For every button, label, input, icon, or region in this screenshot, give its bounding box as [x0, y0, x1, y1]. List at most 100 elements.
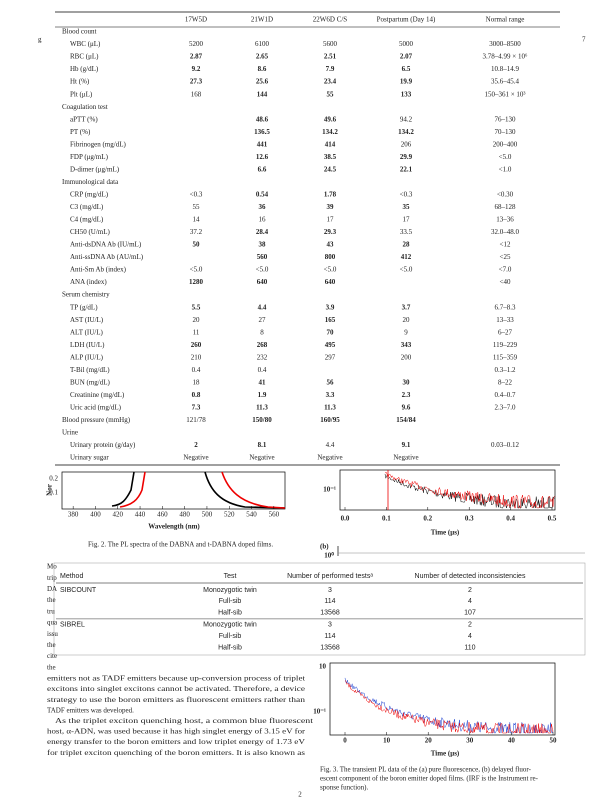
- cell: 27.3: [190, 78, 203, 86]
- body-line: excitons into singlet excitons cannot be…: [47, 685, 305, 693]
- cell: 6.7–8.3: [495, 303, 517, 311]
- page-number: 2: [298, 791, 302, 799]
- cell: 48.6: [256, 115, 269, 123]
- cell: 13568: [320, 609, 340, 616]
- cell: 11.3: [324, 403, 336, 411]
- cell: 6.6: [258, 165, 267, 173]
- cell: <25: [500, 253, 511, 261]
- cell: Negative: [183, 454, 208, 462]
- cell: 3: [328, 622, 332, 629]
- cell: 2.3–7.0: [495, 403, 517, 411]
- cell: 150/80: [252, 416, 272, 424]
- cell: 210: [191, 353, 202, 361]
- row-label: CRP (mg/dL): [70, 190, 109, 198]
- row-label: ALP (IU/L): [70, 353, 104, 361]
- y-tick-label: 0.1: [49, 489, 58, 497]
- cell: 154/84: [396, 416, 416, 424]
- cell: 9.6: [402, 403, 411, 411]
- cell: 28: [403, 241, 411, 249]
- cell: 39: [327, 203, 335, 211]
- row-label: Blood pressure (mmHg): [62, 416, 131, 424]
- cell: 0.54: [256, 190, 269, 198]
- cell: 70: [327, 328, 335, 336]
- row-label: FDP (μg/mL): [70, 153, 109, 161]
- cell: 343: [401, 341, 412, 349]
- cell: 115–359: [493, 353, 518, 361]
- cell: 4.4: [258, 303, 267, 311]
- cell: 200–400: [493, 140, 518, 148]
- cell: <1.0: [499, 165, 512, 173]
- cell: <0.3: [190, 190, 203, 198]
- column-header: 17W5D: [185, 16, 207, 24]
- section-label: Immunological data: [62, 178, 119, 186]
- cell: 13–33: [496, 316, 514, 324]
- section-label: Coagulation test: [62, 103, 108, 111]
- decay-trace: [344, 680, 554, 734]
- cell: 4: [468, 598, 472, 605]
- cell: 36: [259, 203, 267, 211]
- section-label: Blood count: [62, 28, 96, 36]
- cell: 17: [403, 216, 411, 224]
- cell: 640: [325, 278, 336, 286]
- row-label: aPTT (%): [70, 115, 98, 123]
- cell: 20: [193, 316, 201, 324]
- y-tick-label: 0.2: [49, 475, 58, 483]
- cell: 37.2: [190, 228, 203, 236]
- cell: 41: [259, 378, 267, 386]
- cell: Negative: [317, 454, 342, 462]
- cell: 0.4: [192, 366, 201, 374]
- body-line: for triplet exciton quenching of the bor…: [47, 749, 305, 757]
- cell: 94.2: [400, 115, 413, 123]
- fig3-frame: [329, 662, 556, 736]
- cell: 70–130: [495, 128, 517, 136]
- cell: 12.6: [256, 153, 269, 161]
- cell: 14: [193, 216, 201, 224]
- cell: 495: [325, 341, 336, 349]
- row-label: Ht (%): [70, 78, 90, 86]
- row-label: AST (IU/L): [70, 316, 104, 324]
- row-label: TP (g/dL): [70, 303, 98, 311]
- x-tick-label: 0.0: [341, 515, 350, 523]
- x-tick-label: 0.4: [506, 515, 515, 523]
- section-label: Urine: [62, 429, 78, 437]
- cell: 29.3: [324, 228, 337, 236]
- text-fragment: qua: [47, 619, 58, 627]
- cell: 55: [193, 203, 201, 211]
- cell: 55: [327, 90, 335, 98]
- cell: 4.4: [326, 441, 335, 449]
- cell: 35: [403, 203, 411, 211]
- x-tick-label: 560: [269, 511, 280, 519]
- cell: 49.6: [324, 115, 337, 123]
- cell: 3: [328, 587, 332, 594]
- section-label: Serum chemistry: [62, 291, 110, 299]
- cell: 150–361 × 10³: [484, 90, 525, 98]
- y-axis-label: Nor: [46, 484, 54, 496]
- decay-trace: [384, 473, 555, 509]
- cell: 107: [464, 609, 476, 616]
- fig2-curve-black: [111, 471, 286, 509]
- row-label: RBC (μL): [70, 53, 99, 61]
- cell: 7.9: [326, 65, 335, 73]
- cell: 3000–8500: [489, 40, 521, 48]
- x-tick-label: 50: [550, 737, 558, 745]
- cell: 7.3: [192, 403, 201, 411]
- decay-trace: [384, 472, 555, 509]
- cell: 9: [404, 328, 408, 336]
- cell: 2: [468, 622, 472, 629]
- panel-label: (b): [320, 543, 329, 551]
- decay-traces: [344, 472, 555, 734]
- cell: 160/95: [320, 416, 340, 424]
- decay-trace: [344, 677, 554, 734]
- column-header: Method: [60, 573, 83, 580]
- cell: 6.5: [402, 65, 411, 73]
- cell: 200: [401, 353, 412, 361]
- cell: 1.78: [324, 190, 337, 198]
- row-label: Uric acid (mg/dL): [70, 403, 122, 411]
- cell: 232: [257, 353, 268, 361]
- row-label: BUN (mg/dL): [70, 378, 111, 386]
- cell: <5.0: [190, 266, 203, 274]
- decay-top-frame: [339, 469, 556, 511]
- cell: 2.51: [324, 53, 337, 61]
- cell: 24.5: [324, 165, 337, 173]
- cell: 25.6: [256, 78, 269, 86]
